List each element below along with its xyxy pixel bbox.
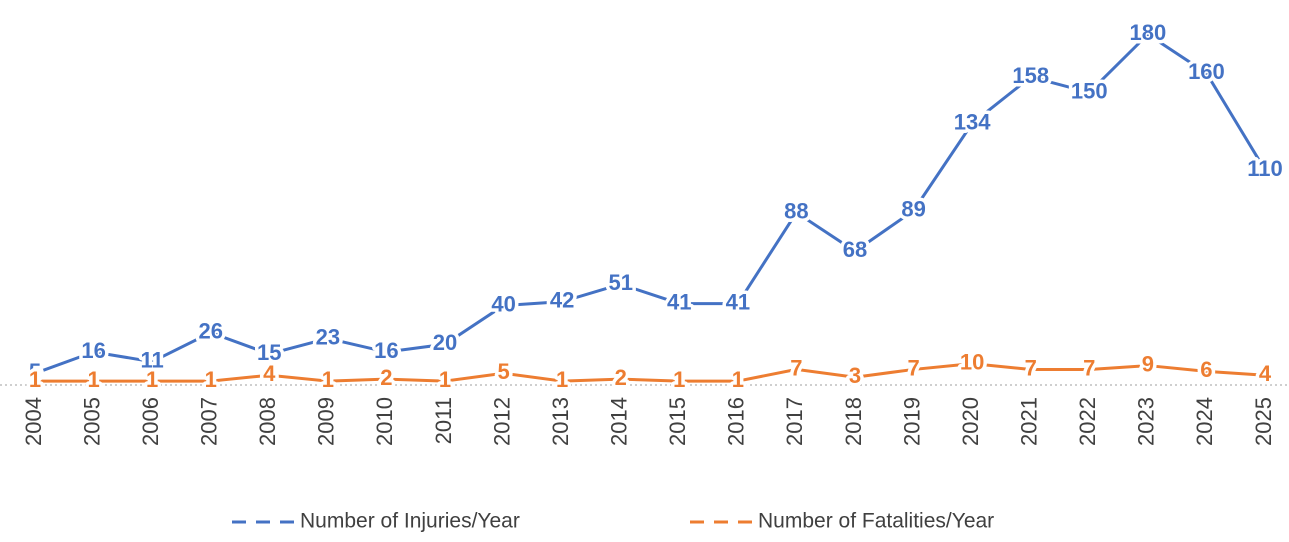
data-label: 4 (1259, 361, 1272, 386)
data-label: 1 (29, 367, 41, 392)
x-tick-label: 2007 (197, 397, 222, 446)
data-label: 41 (726, 289, 750, 314)
x-tick-label: 2008 (255, 397, 280, 446)
data-label: 9 (1142, 351, 1154, 376)
x-tick-label: 2012 (489, 397, 514, 446)
data-label: 23 (316, 324, 340, 349)
data-label: 4 (263, 361, 276, 386)
data-label: 6 (1200, 357, 1212, 382)
data-label: 1 (322, 367, 334, 392)
data-label: 2 (615, 365, 627, 390)
data-label: 2 (380, 365, 392, 390)
data-label: 88 (784, 198, 808, 223)
data-label: 7 (790, 355, 802, 380)
x-tick-label: 2005 (79, 397, 104, 446)
legend-entry: Number of Injuries/Year (232, 510, 520, 533)
data-label: 158 (1012, 63, 1049, 88)
x-tick-label: 2009 (314, 397, 339, 446)
x-tick-label: 2015 (665, 397, 690, 446)
data-label: 1 (732, 367, 744, 392)
x-tick-label: 2020 (958, 397, 983, 446)
data-label: 51 (608, 270, 632, 295)
data-label: 41 (667, 289, 691, 314)
data-label: 40 (491, 291, 515, 316)
data-label: 1 (205, 367, 217, 392)
data-label: 5 (29, 359, 41, 384)
data-label: 16 (374, 338, 398, 363)
x-tick-label: 2013 (548, 397, 573, 446)
data-label: 1 (87, 367, 99, 392)
series-line (35, 362, 1266, 383)
data-label: 3 (849, 363, 861, 388)
x-tick-label: 2022 (1075, 397, 1100, 446)
data-label: 89 (901, 196, 925, 221)
data-label: 26 (198, 318, 222, 343)
x-tick-label: 2023 (1134, 397, 1159, 446)
series-line (34, 32, 1267, 375)
x-tick-label: 2025 (1251, 397, 1276, 446)
data-label: 110 (1247, 156, 1283, 181)
data-label: 7 (1025, 355, 1037, 380)
data-label: 68 (843, 237, 867, 262)
data-label: 11 (141, 348, 164, 373)
data-label: 1 (556, 367, 568, 392)
data-label: 1 (146, 367, 158, 392)
x-tick-label: 2021 (1017, 397, 1042, 446)
data-label: 1 (673, 367, 685, 392)
data-label: 1 (439, 367, 451, 392)
legend-entry: Number of Fatalities/Year (690, 510, 994, 533)
x-tick-label: 2011 (431, 397, 456, 444)
x-tick-label: 2017 (782, 397, 807, 446)
x-tick-label: 2016 (724, 397, 749, 446)
data-label: 20 (433, 330, 457, 355)
data-label: 150 (1071, 78, 1108, 103)
data-label: 134 (954, 109, 991, 134)
x-tick-label: 2018 (841, 397, 866, 446)
legend-label: Number of Fatalities/Year (758, 510, 994, 533)
x-tick-label: 2004 (21, 397, 46, 446)
data-label: 7 (1083, 355, 1095, 380)
data-label: 160 (1188, 59, 1225, 84)
data-label: 16 (81, 338, 105, 363)
legend-label: Number of Injuries/Year (300, 510, 520, 533)
data-label: 7 (907, 355, 919, 380)
data-label: 180 (1129, 20, 1166, 45)
data-label: 5 (497, 359, 509, 384)
x-tick-label: 2014 (607, 397, 632, 446)
data-label: 42 (550, 287, 574, 312)
x-tick-label: 2019 (899, 397, 924, 446)
x-tick-label: 2024 (1192, 397, 1217, 446)
data-label: 10 (960, 349, 984, 374)
data-label: 15 (257, 340, 281, 365)
x-tick-label: 2006 (138, 397, 163, 446)
x-tick-label: 2010 (372, 397, 397, 446)
